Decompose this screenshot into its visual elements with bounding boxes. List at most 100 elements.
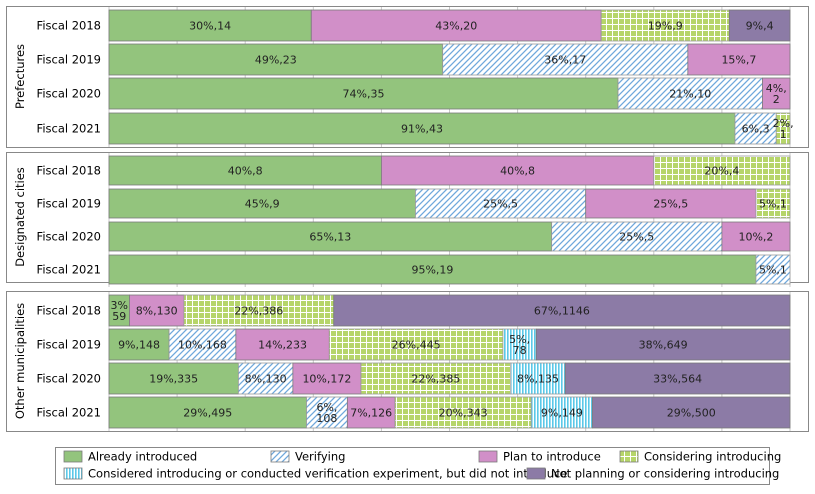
bar-segment-plan-to-introduce (721, 221, 791, 252)
data-label: 6%, 108 (316, 401, 337, 425)
data-label: 29%,500 (667, 407, 716, 420)
legend-swatch-verifying (270, 450, 290, 463)
data-label: 40%,8 (500, 165, 535, 178)
bar-segment-not-planning-or-considering-introducing (535, 328, 791, 361)
data-label: 65%,13 (309, 231, 351, 244)
category-label: Fiscal 2021 (37, 263, 101, 277)
bar-segment-considering-introducing (653, 155, 791, 186)
bar-segment-considering-introducing (328, 328, 504, 361)
data-label: 3% 59 (110, 299, 127, 323)
data-label: 5%, 78 (509, 333, 530, 357)
data-label: 22%,386 (234, 305, 283, 318)
data-label: 21%,10 (669, 88, 711, 101)
bar-segment-considered-introducing-or-conducted-verification-experiment-but-did-not-introduce (530, 396, 593, 429)
data-label: 20%,4 (704, 165, 739, 178)
bar-segment-already-introduced (108, 43, 444, 76)
bar-segment-verifying (755, 254, 791, 285)
bar-segment-verifying (415, 188, 587, 219)
data-label: 30%,14 (189, 20, 231, 33)
data-label: 10%,2 (738, 231, 773, 244)
bar-segment-considered-introducing-or-conducted-verification-experiment-but-did-not-introduce (502, 328, 537, 361)
bar-segment-already-introduced (108, 77, 619, 110)
data-label: 7%,126 (350, 407, 392, 420)
legend-label-not-planning-or-considering-introducing: Not planning or considering introducing (551, 467, 779, 481)
data-label: 91%,43 (401, 123, 443, 136)
bar-segment-verifying (306, 396, 348, 429)
data-label: 10%,168 (178, 339, 227, 352)
data-label: 9%,148 (118, 339, 160, 352)
data-label: 95%,19 (411, 264, 453, 277)
data-label: 33%,564 (653, 373, 702, 386)
data-label: 6%,3 (742, 123, 770, 136)
data-label: 5%,1 (759, 264, 787, 277)
data-label: 8%,130 (245, 373, 287, 386)
bar-segment-already-introduced (108, 362, 239, 395)
data-label: 4%, 2 (766, 82, 787, 106)
legend-label-verifying: Verifying (295, 450, 345, 464)
legend-label-considered-introducing-or-conducted-verification-experiment-but-did-not-introduce: Considered introducing or conducted veri… (88, 467, 567, 481)
bar-segment-verifying (551, 221, 723, 252)
bar-segment-already-introduced (108, 221, 553, 252)
legend-label-already-introduced: Already introduced (88, 450, 197, 464)
legend-swatch-already-introduced (63, 450, 83, 463)
legend-swatch-considering-introducing (619, 450, 639, 463)
data-label: 40%,8 (228, 165, 263, 178)
data-label: 15%,7 (721, 54, 756, 67)
bar-segment-considering-introducing (775, 112, 791, 145)
bar-segment-verifying (442, 43, 689, 76)
data-label: 9%,4 (746, 20, 774, 33)
bar-segment-already-introduced (108, 254, 757, 285)
bar-segment-considered-introducing-or-conducted-verification-experiment-but-did-not-introduce (510, 362, 566, 395)
legend-swatch-plan-to-introduce (478, 450, 498, 463)
bar-segment-plan-to-introduce (292, 362, 362, 395)
data-label: 36%,17 (544, 54, 586, 67)
data-label: 8%,130 (136, 305, 178, 318)
bar-segment-already-introduced (108, 9, 312, 42)
bar-segment-considering-introducing (600, 9, 730, 42)
data-label: 74%,35 (343, 88, 385, 101)
legend-frame (55, 447, 770, 485)
panel-frame-other-municipalities (6, 291, 809, 432)
category-label: Fiscal 2019 (37, 197, 101, 211)
bar-segment-considering-introducing (183, 294, 335, 327)
data-label: 43%,20 (435, 20, 477, 33)
data-label: 20%,343 (439, 407, 488, 420)
bar-segment-not-planning-or-considering-introducing (564, 362, 791, 395)
data-label: 49%,23 (255, 54, 297, 67)
data-label: 26%,445 (392, 339, 441, 352)
bar-segment-already-introduced (108, 188, 416, 219)
category-label: Fiscal 2020 (37, 87, 101, 101)
category-label: Fiscal 2018 (37, 304, 101, 318)
group-title-other-municipalities: Other municipalities (13, 303, 27, 419)
data-label: 19%,9 (648, 20, 683, 33)
data-label: 45%,9 (245, 198, 280, 211)
category-label: Fiscal 2018 (37, 19, 101, 33)
bar-segment-not-planning-or-considering-introducing (728, 9, 791, 42)
data-label: 2%, 1 (773, 117, 794, 141)
bar-segment-already-introduced (108, 112, 736, 145)
bar-segment-verifying (734, 112, 777, 145)
data-label: 25%,5 (483, 198, 518, 211)
group-title-designated-cities: Designated cities (13, 167, 27, 267)
bar-segment-not-planning-or-considering-introducing (592, 396, 791, 429)
bar-segment-already-introduced (108, 396, 307, 429)
bar-segment-plan-to-introduce (762, 77, 791, 110)
data-label: 14%,233 (258, 339, 307, 352)
category-label: Fiscal 2021 (37, 406, 101, 420)
data-label: 67%,1146 (534, 305, 590, 318)
data-label: 8%,135 (517, 373, 559, 386)
bar-segment-plan-to-introduce (235, 328, 330, 361)
bar-segment-plan-to-introduce (346, 396, 396, 429)
data-label: 29%,495 (183, 407, 232, 420)
category-label: Fiscal 2020 (37, 372, 101, 386)
legend-label-plan-to-introduce: Plan to introduce (503, 450, 601, 464)
bar-segment-plan-to-introduce (585, 188, 757, 219)
legend-swatch-not-planning-or-considering-introducing (526, 467, 546, 480)
category-label: Fiscal 2021 (37, 122, 101, 136)
bar-segment-plan-to-introduce (129, 294, 185, 327)
bar-segment-verifying (617, 77, 763, 110)
data-label: 38%,649 (639, 339, 688, 352)
category-label: Fiscal 2019 (37, 53, 101, 67)
